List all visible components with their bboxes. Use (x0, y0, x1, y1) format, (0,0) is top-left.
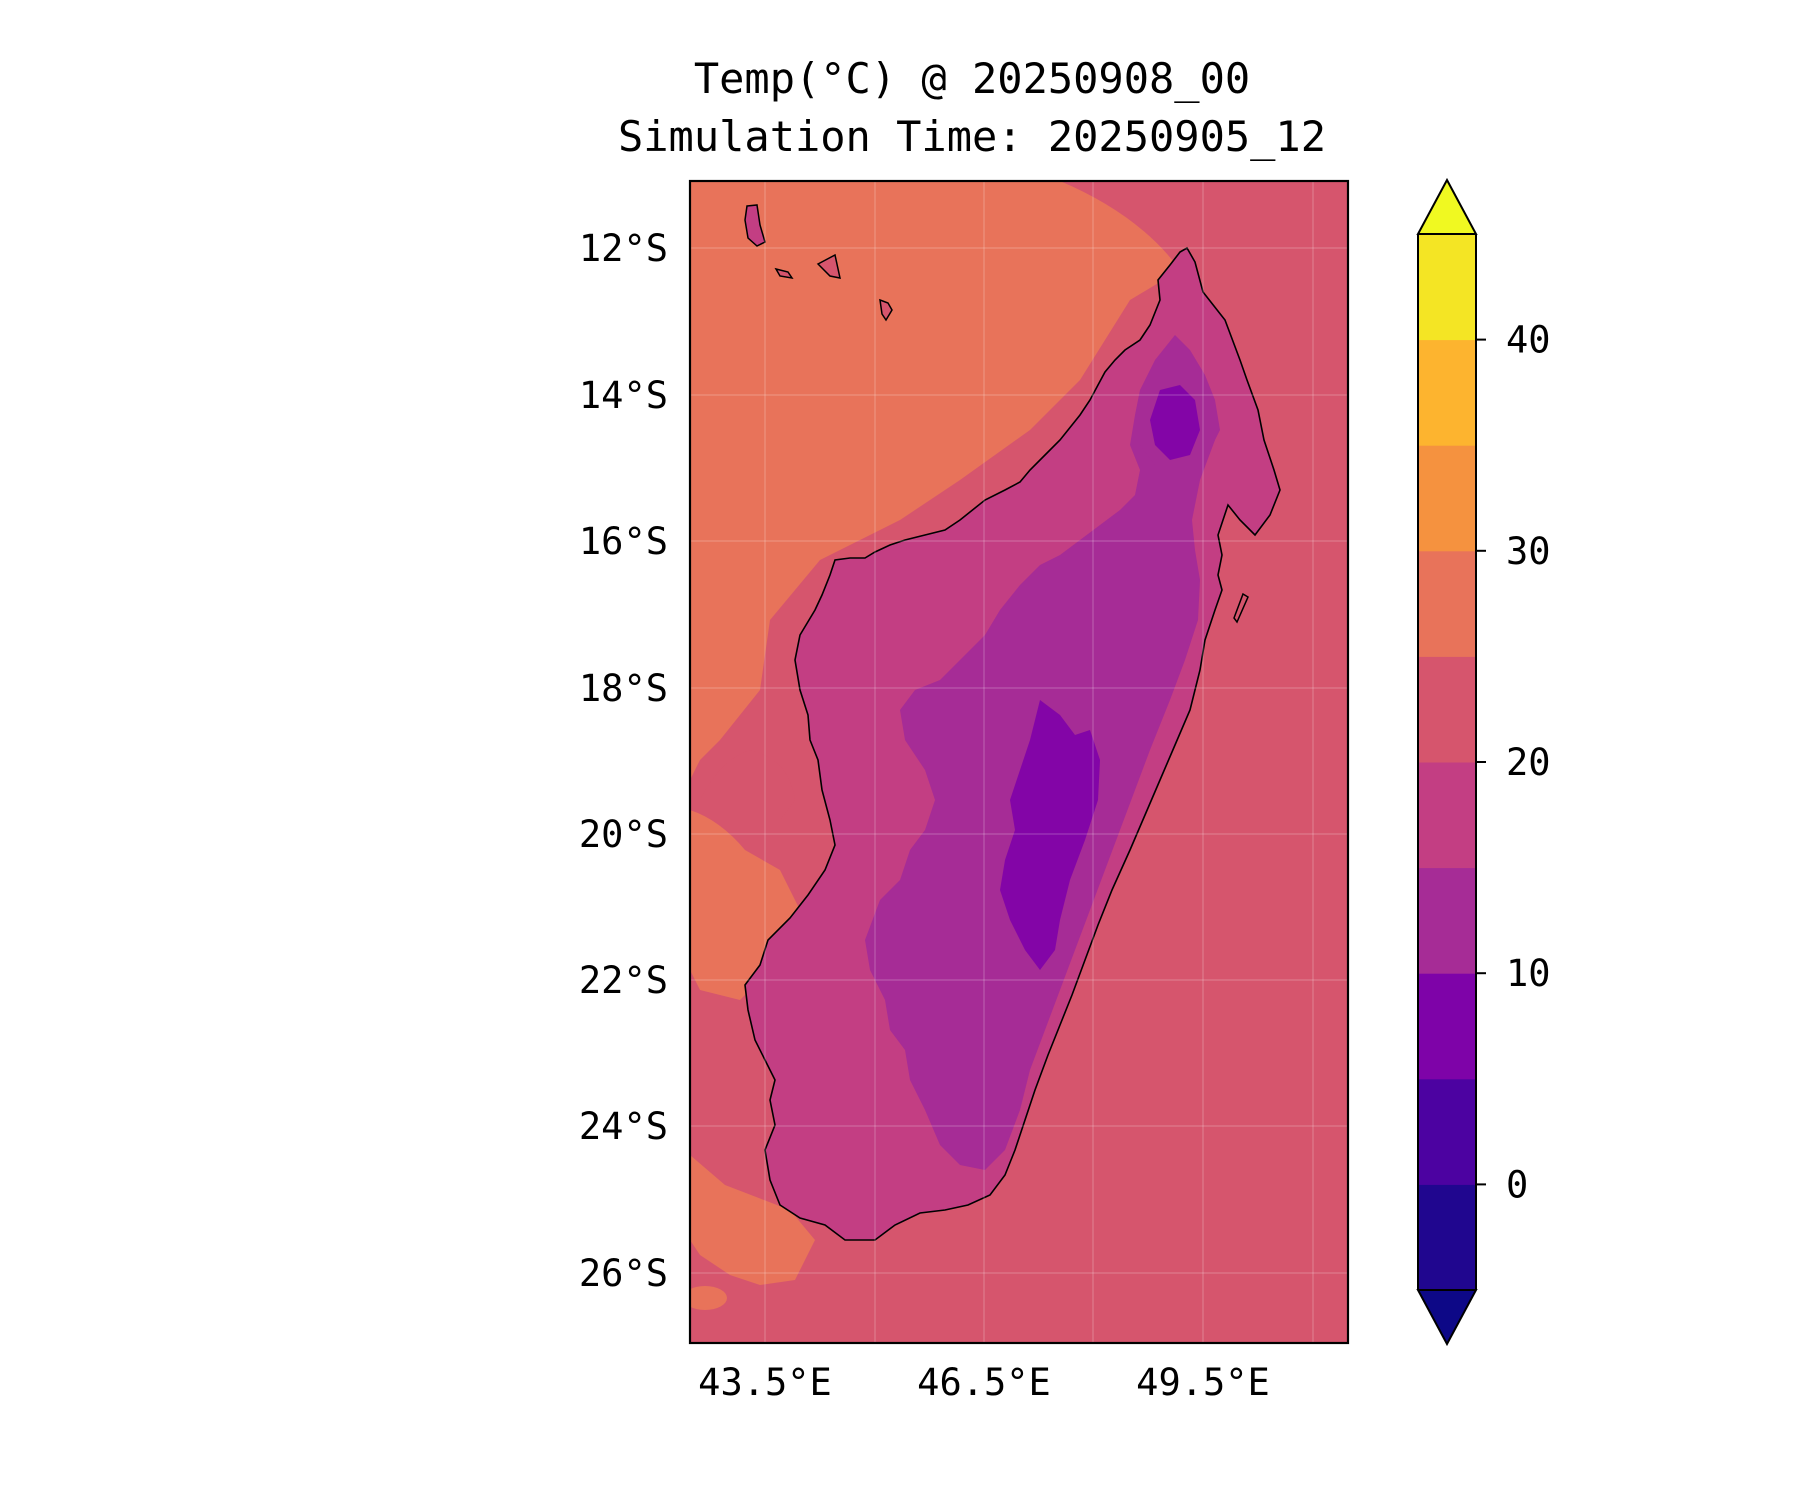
latitude-axis: 12°S 14°S 16°S 18°S 20°S 22°S 24°S 26°S (579, 227, 668, 1295)
lat-tick-label: 20°S (579, 813, 668, 856)
colorbar: 40 30 20 10 0 (1416, 177, 1551, 1347)
colorbar-tick-label: 10 (1506, 952, 1551, 995)
colorbar-under-arrow (1416, 1289, 1478, 1347)
colorbar-band (1418, 234, 1476, 341)
map-plot-area (690, 181, 1348, 1343)
map-frame (688, 179, 1350, 1345)
madagascar-coastline (744, 246, 1281, 1241)
warm-ocean-small-patch (690, 1286, 727, 1310)
colorbar-band (1418, 973, 1476, 1080)
longitude-axis: 43.5°E 46.5°E 49.5°E (698, 1361, 1270, 1404)
colorbar-over-arrow (1416, 177, 1478, 235)
colorbar-band (1418, 762, 1476, 869)
land-coldest-highlands (1000, 700, 1100, 970)
island-grande-comore (744, 204, 766, 247)
colorbar-tick-label: 0 (1506, 1163, 1528, 1206)
land-cool-south (918, 955, 1015, 1125)
colorbar-tick-label: 30 (1506, 530, 1551, 573)
island-mayotte (879, 298, 893, 322)
lat-tick-label: 14°S (579, 374, 668, 417)
island-sainte-marie (1233, 592, 1249, 624)
colorbar-band (1418, 867, 1476, 974)
warm-ocean-northwest (690, 181, 1180, 780)
lat-tick-label: 18°S (579, 667, 668, 710)
land-coldest-north (1150, 385, 1200, 460)
island-moheli (774, 267, 794, 280)
lat-tick-label: 16°S (579, 520, 668, 563)
colorbar-band (1418, 445, 1476, 552)
title-line-2: Simulation Time: 20250905_12 (617, 112, 1326, 161)
colorbar-band (1418, 550, 1476, 657)
colorbar-tick-label: 40 (1506, 319, 1551, 362)
lat-tick-label: 26°S (579, 1252, 668, 1295)
lon-tick-label: 43.5°E (698, 1361, 832, 1404)
map-title: Temp(°C) @ 20250908_00 Simulation Time: … (612, 50, 1332, 166)
colorbar-band (1418, 656, 1476, 763)
lat-tick-label: 22°S (579, 959, 668, 1002)
colorbar-band (1418, 339, 1476, 446)
island-anjouan (816, 253, 841, 279)
title-line-1: Temp(°C) @ 20250908_00 (693, 54, 1251, 103)
colorbar-band (1418, 1078, 1476, 1185)
lon-tick-label: 46.5°E (917, 1361, 1051, 1404)
warm-ocean-west-blob (700, 750, 795, 820)
map-gridlines (690, 181, 1348, 1343)
colorbar-tick-label: 20 (1506, 741, 1551, 784)
lat-tick-label: 24°S (579, 1105, 668, 1148)
lat-tick-label: 12°S (579, 227, 668, 270)
lon-tick-label: 49.5°E (1136, 1361, 1270, 1404)
warm-ocean-sw-patch (690, 1155, 815, 1285)
colorbar-band (1418, 1184, 1476, 1291)
